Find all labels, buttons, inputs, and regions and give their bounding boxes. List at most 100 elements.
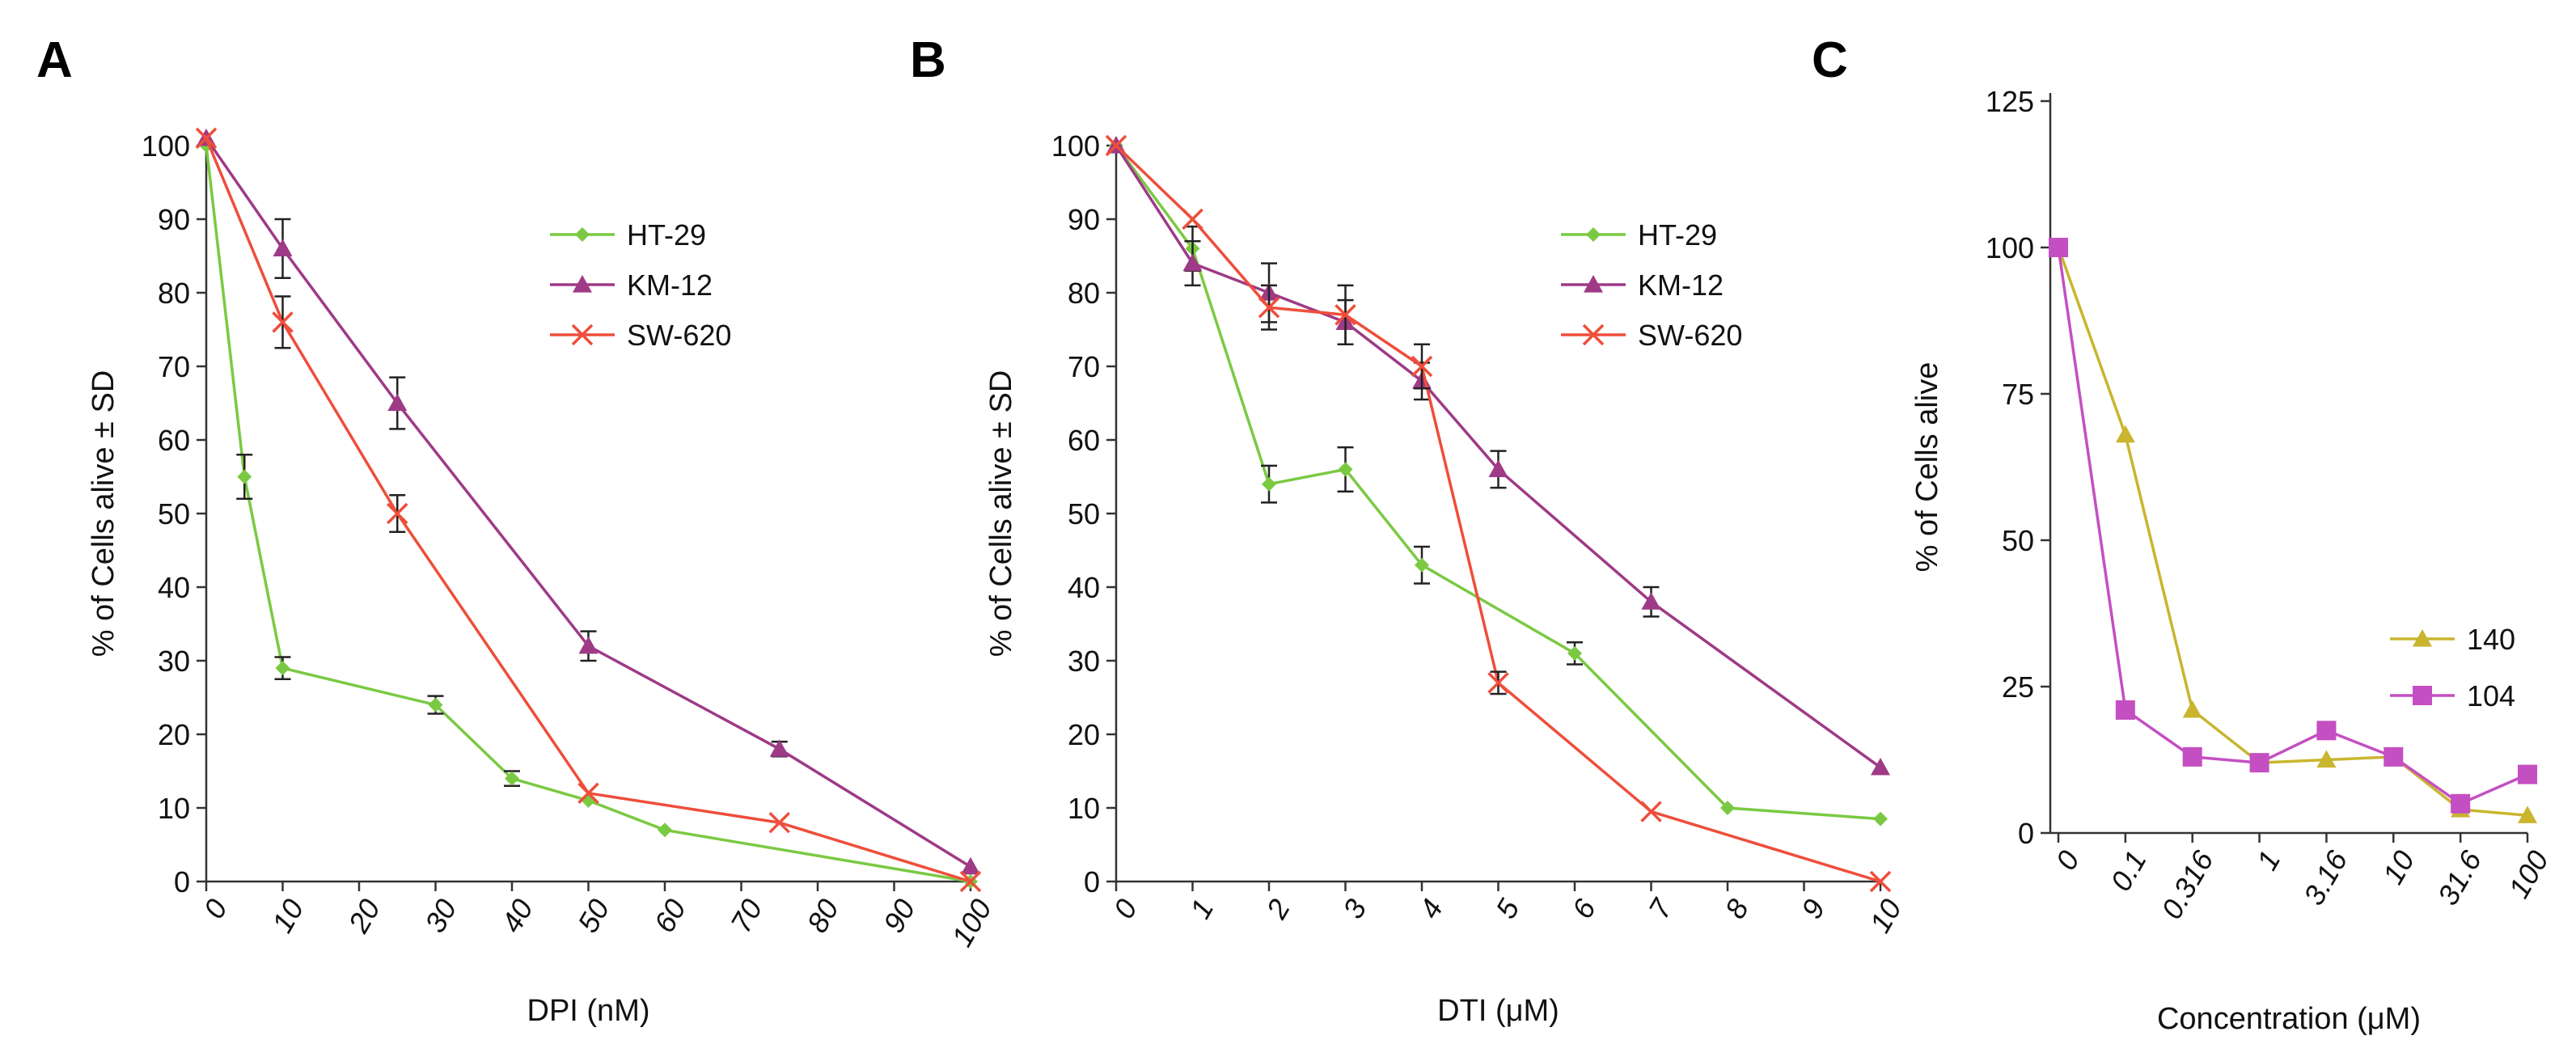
panel-a-point-ht-29-2 bbox=[275, 661, 290, 676]
panel-a-y-tick-label-20: 20 bbox=[158, 718, 190, 751]
panel-b-y-tick-label-0: 0 bbox=[1084, 865, 1100, 898]
panel-a-y-tick-label-30: 30 bbox=[158, 645, 190, 678]
panel-b-legend-marker-ht-29 bbox=[1586, 227, 1601, 242]
panel-a-point-sw-620-1 bbox=[272, 311, 294, 333]
panel-a-point-sw-620-4-stroke-2 bbox=[768, 811, 790, 834]
panel-b-point-ht-29-4 bbox=[1415, 557, 1429, 573]
panel-b-legend-label-ht-29: HT-29 bbox=[1638, 218, 1717, 252]
panel-b-x-tick-label-2: 2 bbox=[1259, 894, 1296, 925]
panel-a-x-axis-label: DPI (nM) bbox=[527, 994, 650, 1028]
panel-a-legend-label-sw-620: SW-620 bbox=[627, 319, 731, 352]
panel-b-x-tick-label-5: 5 bbox=[1489, 893, 1526, 924]
panel-c-line-104 bbox=[2057, 247, 2528, 805]
panel-c-point-104-6 bbox=[2451, 793, 2471, 814]
panel-b-y-tick-label-80: 80 bbox=[1068, 277, 1100, 310]
panel-c-point-104-1 bbox=[2115, 700, 2135, 720]
panel-a-point-km-12-5 bbox=[961, 856, 980, 875]
panel-b-legend-sw-620: SW-620 bbox=[1561, 319, 1742, 352]
panel-b-line-sw-620 bbox=[1115, 144, 1881, 883]
panel-a-point-ht-29-3 bbox=[428, 697, 443, 712]
panel-a-y-tick-label-60: 60 bbox=[158, 424, 190, 457]
panel-c-point-104-0 bbox=[2049, 238, 2068, 257]
panel-a-x-tick-label-0: 0 bbox=[197, 894, 234, 924]
panel-b-letter: B bbox=[910, 32, 946, 88]
panel-c-y-tick-label-25: 25 bbox=[2002, 670, 2034, 704]
panel-b-x-tick-label-8: 8 bbox=[1718, 894, 1755, 924]
panel-a-legend-km-12: KM-12 bbox=[550, 268, 713, 302]
panel-c-point-140-4 bbox=[2316, 750, 2337, 768]
panel-b-point-ht-29-5 bbox=[1567, 645, 1582, 661]
panel-b-x-tick-label-4: 4 bbox=[1412, 894, 1449, 924]
panel-b-point-sw-620-0 bbox=[1105, 134, 1127, 157]
panel-b-point-sw-620-3 bbox=[1335, 304, 1356, 326]
panel-c-x-tick-label-31-6: 31.6 bbox=[2431, 844, 2489, 911]
panel-b-legend-marker-sw-620 bbox=[1582, 323, 1605, 346]
panel-a-series-km-12 bbox=[197, 128, 980, 875]
panel-a-point-km-12-1 bbox=[273, 239, 293, 256]
panel-b-point-sw-620-7 bbox=[1869, 870, 1892, 893]
panel-a-point-ht-29-1 bbox=[237, 469, 252, 484]
panel-b-y-tick-label-50: 50 bbox=[1068, 497, 1100, 531]
panel-a-point-sw-620-5-stroke-2 bbox=[959, 870, 982, 893]
panel-b-point-km-12-7 bbox=[1871, 757, 1890, 776]
panel-b-y-tick-label-100: 100 bbox=[1051, 129, 1100, 163]
panel-c-point-104-2 bbox=[2182, 746, 2202, 767]
panel-b-legend-ht-29: HT-29 bbox=[1561, 218, 1717, 252]
panel-b-point-sw-620-3-stroke-2 bbox=[1335, 304, 1356, 326]
panel-b-x-tick-label-1: 1 bbox=[1183, 894, 1220, 924]
panel-c-x-tick-label-3-16: 3.16 bbox=[2297, 844, 2354, 911]
panel-b-x-tick-label-0: 0 bbox=[1106, 894, 1144, 924]
panel-c-x-tick-label-0-1: 0.1 bbox=[2104, 845, 2153, 897]
panel-a-line-km-12 bbox=[205, 137, 971, 869]
panel-b-legend-marker-sw-620-stroke-2 bbox=[1582, 323, 1605, 346]
panel-a-point-sw-620-5 bbox=[959, 870, 982, 893]
panel-c-point-104-4 bbox=[2316, 721, 2337, 741]
panel-a-y-tick-label-90: 90 bbox=[158, 203, 190, 236]
panel-a-point-sw-620-0 bbox=[195, 127, 218, 150]
panel-b-point-sw-620-5 bbox=[1487, 672, 1509, 694]
panel-c-point-140-1 bbox=[2115, 425, 2135, 443]
panel-b-point-sw-620-0-stroke-2 bbox=[1105, 134, 1127, 157]
panel-b-y-tick-label-60: 60 bbox=[1068, 424, 1100, 457]
panel-a-x-tick-label-40: 40 bbox=[494, 894, 539, 938]
panel-b-y-tick-label-10: 10 bbox=[1068, 792, 1100, 825]
panel-b-point-sw-620-4 bbox=[1411, 355, 1433, 378]
panel-c-series-140 bbox=[2049, 238, 2537, 823]
panel-a-x-tick-label-80: 80 bbox=[800, 894, 845, 938]
panel-a-legend-marker-km-12 bbox=[573, 275, 592, 293]
panel-c-letter: C bbox=[1812, 32, 1848, 88]
panel-c-y-tick-label-125: 125 bbox=[1986, 85, 2034, 118]
panel-a-chart: A 0 10 20 30 40 50 60 70 80 90 100 0 10 20 30 40 50 60 70 80… bbox=[36, 32, 998, 1028]
panel-a-y-tick-label-50: 50 bbox=[158, 497, 190, 531]
panel-a-x-tick-label-10: 10 bbox=[265, 894, 311, 938]
panel-a-point-km-12-3 bbox=[578, 636, 599, 654]
panel-b-y-tick-label-70: 70 bbox=[1068, 350, 1100, 383]
panel-c-legend-label-140: 140 bbox=[2467, 623, 2515, 656]
panel-b-series-sw-620 bbox=[1105, 134, 1892, 893]
panel-b-point-sw-620-6-stroke-2 bbox=[1640, 801, 1662, 822]
panel-c-legend-marker-104 bbox=[2413, 686, 2432, 705]
panel-c-y-tick-label-100: 100 bbox=[1986, 231, 2034, 264]
panel-c-series-104 bbox=[2049, 238, 2537, 814]
panel-a-y-axis-label: % of Cells alive ± SD bbox=[87, 370, 121, 657]
panel-a-x-tick-label-100: 100 bbox=[945, 894, 998, 953]
panel-c-point-140-2 bbox=[2182, 700, 2202, 718]
panel-a-letter: A bbox=[36, 32, 73, 88]
panel-c-line-140 bbox=[2057, 247, 2528, 818]
panel-a-x-tick-label-30: 30 bbox=[418, 894, 463, 938]
panel-b-x-tick-label-7: 7 bbox=[1642, 892, 1680, 924]
panel-b-point-km-12-1 bbox=[1182, 253, 1203, 272]
panel-b-point-ht-29-6 bbox=[1720, 801, 1735, 815]
panel-c-legend-label-104: 104 bbox=[2467, 679, 2515, 712]
panel-b-y-tick-label-40: 40 bbox=[1068, 571, 1100, 604]
panel-a-y-tick-label-0: 0 bbox=[174, 865, 190, 898]
panel-a-point-sw-620-4 bbox=[768, 811, 790, 834]
panel-b-point-km-12-6 bbox=[1641, 592, 1661, 610]
panel-b-x-tick-label-9: 9 bbox=[1795, 894, 1832, 924]
panel-b-point-sw-620-2 bbox=[1258, 296, 1280, 319]
panel-c-x-tick-label-10: 10 bbox=[2376, 845, 2422, 890]
panel-b-y-tick-label-30: 30 bbox=[1068, 645, 1100, 678]
panel-b-point-sw-620-2-stroke-2 bbox=[1258, 296, 1280, 319]
panel-a-point-sw-620-2-stroke-2 bbox=[387, 502, 408, 525]
